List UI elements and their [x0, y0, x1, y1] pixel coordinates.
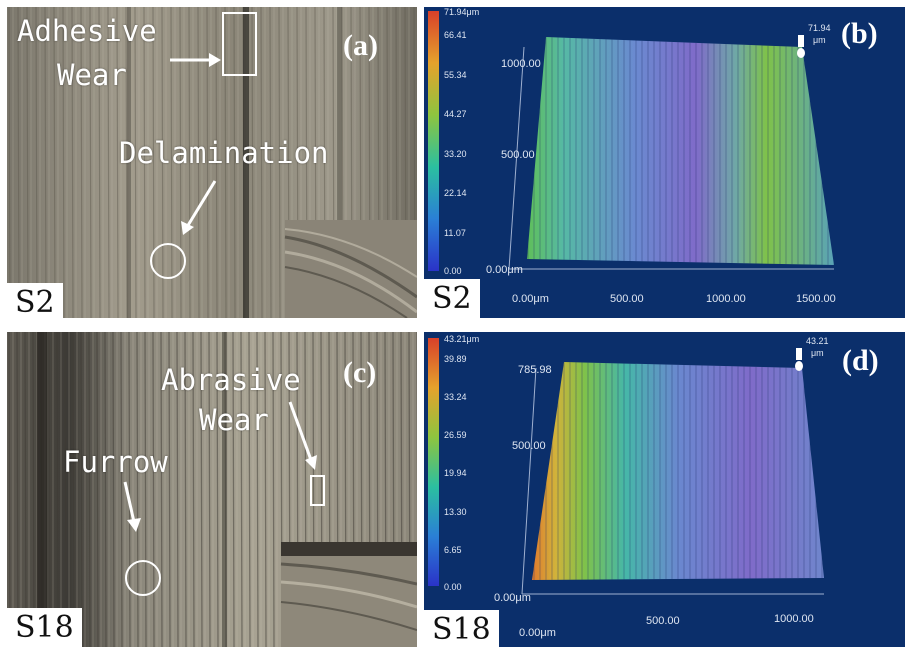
colorbar-b-tick-7: 0.00 [444, 266, 462, 276]
x-tick-b-3: 1500.00 [796, 293, 836, 305]
colorbar-d-tick-1: 39.89 [444, 354, 467, 364]
colorbar-b-tick-1: 66.41 [444, 30, 467, 40]
sample-label-b: S2 [424, 279, 480, 318]
colorbar-b-tick-3: 44.27 [444, 109, 467, 119]
colorbar-d-tick-0: 43.21μm [444, 334, 480, 344]
colorbar-b-tick-2: 55.34 [444, 70, 467, 80]
colorbar-d-tick-3: 26.59 [444, 430, 467, 440]
annotation-abrasive: Abrasive [161, 363, 301, 397]
colorbar-d-tick-4: 19.94 [444, 468, 467, 478]
colorbar-d-tick-7: 0.00 [444, 582, 462, 592]
panel-label-b: (b) [841, 17, 878, 50]
y-tick-b-0: 1000.00 [501, 58, 541, 70]
panel-label-d: (d) [842, 344, 879, 377]
panel-label-c: (c) [343, 356, 377, 389]
profile-b: 71.94μm 66.41 55.34 44.27 33.20 22.14 11… [424, 7, 905, 318]
x-tick-b-2: 1000.00 [706, 293, 746, 305]
annotation-abrasive-wear: Wear [199, 403, 269, 437]
profile-b-surface [428, 11, 834, 271]
x-tick-b-0: 0.00μm [512, 293, 549, 305]
colorbar-b-tick-4: 33.20 [444, 149, 467, 159]
x-tick-d-1: 500.00 [646, 615, 680, 627]
colorbar-b-tick-0: 71.94μm [444, 7, 480, 17]
annotation-furrow: Furrow [63, 445, 168, 479]
z-label-b-value: 71.94 [808, 23, 831, 33]
x-tick-d-0: 0.00μm [519, 627, 556, 639]
y-tick-b-1: 500.00 [501, 149, 535, 161]
z-label-b-unit: μm [813, 35, 826, 45]
colorbar-d-tick-5: 13.30 [444, 507, 467, 517]
profile-d: 43.21μm 39.89 33.24 26.59 19.94 13.30 6.… [424, 332, 905, 647]
micrograph-a: (a) Adhesive Wear Delamination S2 [7, 7, 417, 318]
colorbar-b-tick-5: 22.14 [444, 188, 467, 198]
y-tick-d-0: 785.98 [518, 364, 552, 376]
z-label-d-value: 43.21 [806, 336, 829, 346]
x-tick-b-1: 500.00 [610, 293, 644, 305]
z-label-d-unit: μm [811, 348, 824, 358]
annotation-delamination: Delamination [119, 136, 329, 170]
sample-label-a: S2 [7, 283, 63, 318]
x-tick-d-2: 1000.00 [774, 613, 814, 625]
sample-label-c: S18 [7, 608, 82, 647]
annotation-adhesive: Adhesive [17, 14, 157, 48]
micrograph-c-image [7, 332, 417, 647]
y-tick-d-1: 500.00 [512, 440, 546, 452]
y-tick-b-2: 0.00μm [486, 264, 523, 276]
micrograph-c: (c) Abrasive Wear Furrow S18 [7, 332, 417, 647]
micrograph-a-image [7, 7, 417, 318]
sample-label-d: S18 [424, 610, 499, 647]
colorbar-d-tick-6: 6.65 [444, 545, 462, 555]
panel-label-a: (a) [343, 29, 378, 62]
annotation-adhesive-wear: Wear [57, 58, 127, 92]
colorbar-b-tick-6: 11.07 [444, 228, 466, 238]
y-tick-d-2: 0.00μm [494, 592, 531, 604]
colorbar-d-tick-2: 33.24 [444, 392, 467, 402]
profile-d-surface [428, 338, 824, 595]
